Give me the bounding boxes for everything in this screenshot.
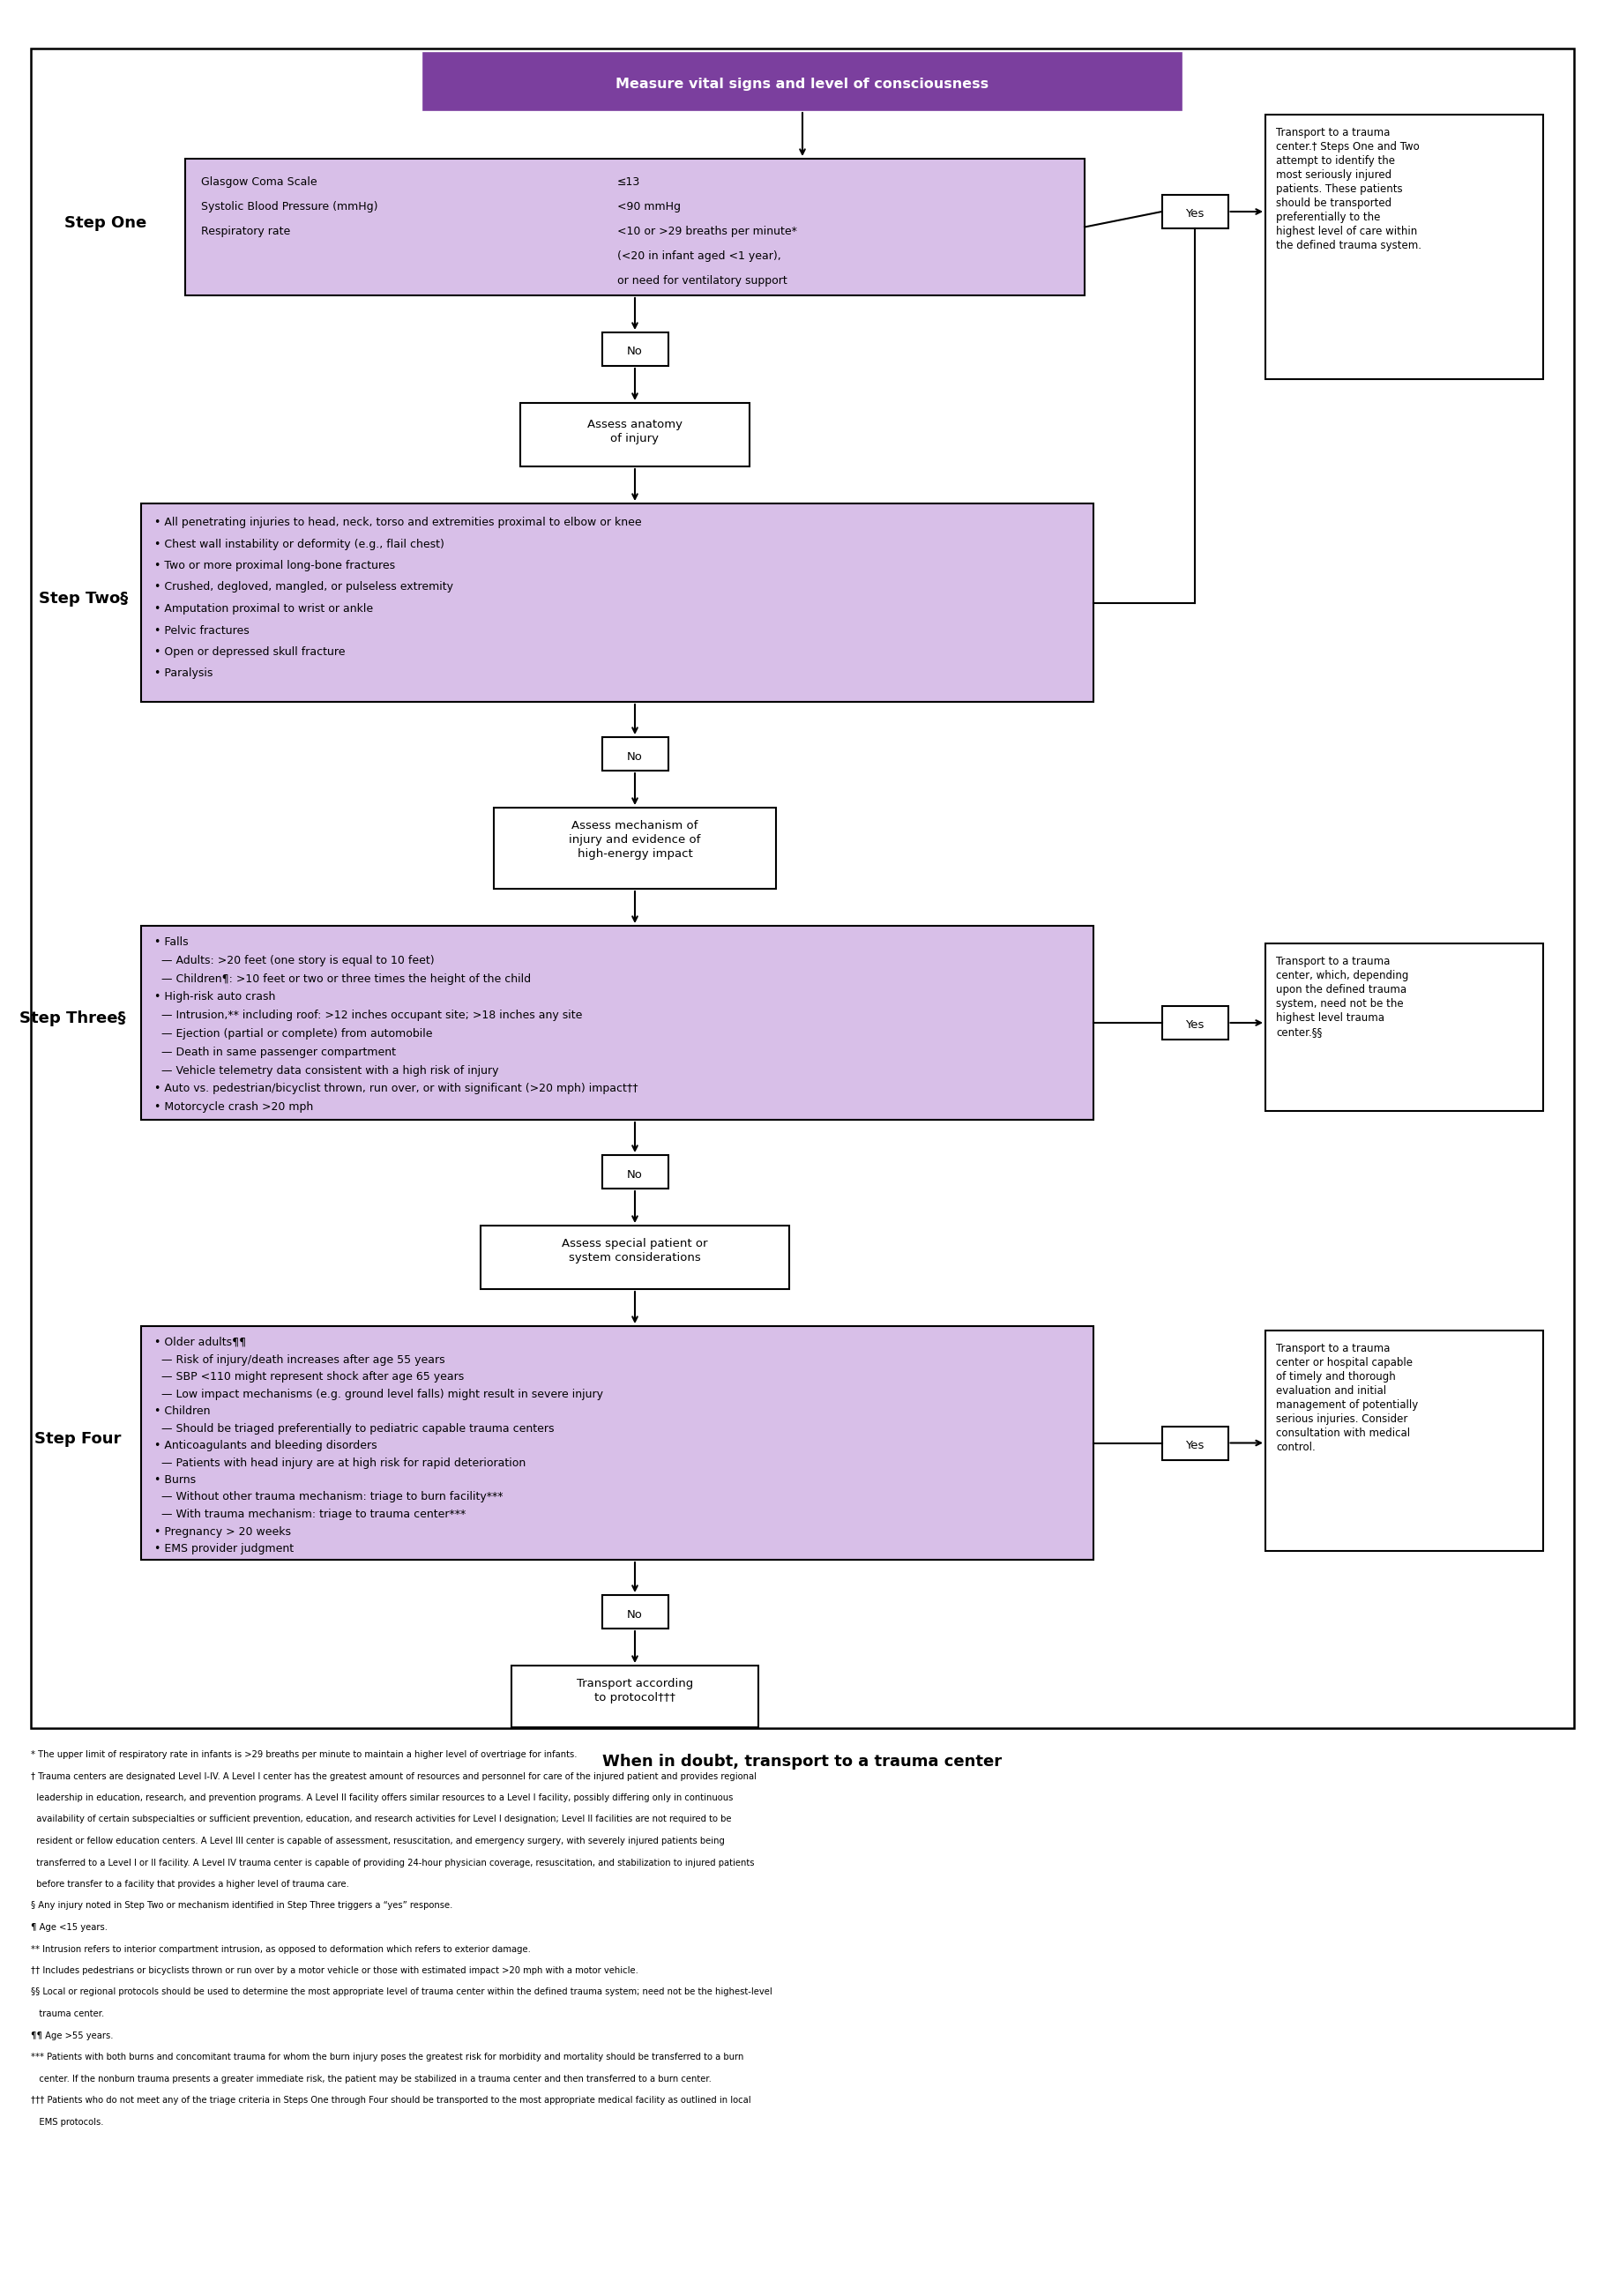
Text: before transfer to a facility that provides a higher level of trauma care.: before transfer to a facility that provi…	[30, 1880, 350, 1890]
Text: Step Three§: Step Three§	[19, 1010, 125, 1026]
Text: ††† Patients who do not meet any of the triage criteria in Steps One through Fou: ††† Patients who do not meet any of the …	[30, 2096, 751, 2105]
Text: No: No	[627, 751, 643, 762]
Text: No: No	[627, 1609, 643, 1621]
Text: Transport to a trauma
center or hospital capable
of timely and thorough
evaluati: Transport to a trauma center or hospital…	[1275, 1343, 1418, 1453]
Text: <10 or >29 breaths per minute*: <10 or >29 breaths per minute*	[618, 225, 797, 236]
Text: Assess mechanism of
injury and evidence of
high-energy impact: Assess mechanism of injury and evidence …	[569, 820, 701, 859]
Bar	[602, 333, 667, 365]
Text: • Older adults¶¶: • Older adults¶¶	[154, 1336, 245, 1348]
Text: availability of certain subspecialties or sufficient prevention, education, and : availability of certain subspecialties o…	[30, 1816, 731, 1823]
Text: Yes: Yes	[1185, 1019, 1205, 1031]
Bar	[1266, 115, 1543, 379]
Text: Systolic Blood Pressure (mmHg): Systolic Blood Pressure (mmHg)	[200, 202, 379, 214]
Text: — Risk of injury/death increases after age 55 years: — Risk of injury/death increases after a…	[154, 1355, 444, 1366]
Text: When in doubt, transport to a trauma center: When in doubt, transport to a trauma cen…	[602, 1754, 1002, 1770]
Text: Transport to a trauma
center, which, depending
upon the defined trauma
system, n: Transport to a trauma center, which, dep…	[1275, 955, 1408, 1038]
Text: — Vehicle telemetry data consistent with a high risk of injury: — Vehicle telemetry data consistent with…	[154, 1065, 499, 1077]
Bar	[141, 1327, 1094, 1559]
Bar	[602, 737, 667, 771]
Text: — Intrusion,** including roof: >12 inches occupant site; >18 inches any site: — Intrusion,** including roof: >12 inche…	[154, 1010, 582, 1022]
Text: Step Two§: Step Two§	[38, 590, 128, 606]
Text: No: No	[627, 347, 643, 358]
Text: Transport to a trauma
center.† Steps One and Two
attempt to identify the
most se: Transport to a trauma center.† Steps One…	[1275, 126, 1421, 250]
Text: ¶¶ Age >55 years.: ¶¶ Age >55 years.	[30, 2032, 114, 2039]
Text: No: No	[627, 1169, 643, 1180]
Text: • Anticoagulants and bleeding disorders: • Anticoagulants and bleeding disorders	[154, 1440, 377, 1451]
Text: • Pregnancy > 20 weeks: • Pregnancy > 20 weeks	[154, 1527, 290, 1538]
Text: • Paralysis: • Paralysis	[154, 668, 213, 680]
Text: §§ Local or regional protocols should be used to determine the most appropriate : §§ Local or regional protocols should be…	[30, 1988, 772, 1998]
Text: center. If the nonburn trauma presents a greater immediate risk, the patient may: center. If the nonburn trauma presents a…	[30, 2073, 712, 2082]
Bar	[30, 48, 1574, 1729]
Text: ≤13: ≤13	[618, 177, 640, 188]
Bar	[481, 1226, 789, 1288]
Text: § Any injury noted in Step Two or mechanism identified in Step Three triggers a : § Any injury noted in Step Two or mechan…	[30, 1901, 452, 1910]
Bar	[520, 402, 749, 466]
Text: — Patients with head injury are at high risk for rapid deterioration: — Patients with head injury are at high …	[154, 1458, 526, 1469]
Text: (<20 in infant aged <1 year),: (<20 in infant aged <1 year),	[618, 250, 781, 262]
Bar	[1161, 1006, 1229, 1040]
Text: Transport according
to protocol†††: Transport according to protocol†††	[576, 1678, 693, 1704]
Bar	[1161, 1426, 1229, 1460]
Text: Assess special patient or
system considerations: Assess special patient or system conside…	[561, 1238, 707, 1263]
Bar	[1266, 944, 1543, 1111]
Text: • Falls: • Falls	[154, 937, 188, 948]
Text: ** Intrusion refers to interior compartment intrusion, as opposed to deformation: ** Intrusion refers to interior compartm…	[30, 1945, 531, 1954]
Text: • Chest wall instability or deformity (e.g., flail chest): • Chest wall instability or deformity (e…	[154, 537, 444, 549]
Bar	[602, 1155, 667, 1189]
Text: — SBP <110 might represent shock after age 65 years: — SBP <110 might represent shock after a…	[154, 1371, 464, 1382]
Bar	[1161, 195, 1229, 227]
Text: EMS protocols.: EMS protocols.	[30, 2117, 104, 2126]
Text: Step One: Step One	[64, 216, 148, 230]
Text: — Children¶: >10 feet or two or three times the height of the child: — Children¶: >10 feet or two or three ti…	[154, 974, 531, 985]
Text: Measure vital signs and level of consciousness: Measure vital signs and level of conscio…	[616, 78, 990, 92]
Text: *** Patients with both burns and concomitant trauma for whom the burn injury pos: *** Patients with both burns and concomi…	[30, 2053, 744, 2062]
Text: or need for ventilatory support: or need for ventilatory support	[618, 276, 788, 287]
Text: • EMS provider judgment: • EMS provider judgment	[154, 1543, 294, 1554]
Text: — Adults: >20 feet (one story is equal to 10 feet): — Adults: >20 feet (one story is equal t…	[154, 955, 435, 967]
Text: • All penetrating injuries to head, neck, torso and extremities proximal to elbo: • All penetrating injuries to head, neck…	[154, 517, 642, 528]
Bar	[141, 503, 1094, 703]
Text: transferred to a Level I or II facility. A Level IV trauma center is capable of : transferred to a Level I or II facility.…	[30, 1857, 754, 1867]
Text: • Crushed, degloved, mangled, or pulseless extremity: • Crushed, degloved, mangled, or pulsele…	[154, 581, 454, 592]
Text: Respiratory rate: Respiratory rate	[200, 225, 290, 236]
Text: — Should be triaged preferentially to pediatric capable trauma centers: — Should be triaged preferentially to pe…	[154, 1424, 555, 1435]
Text: — Ejection (partial or complete) from automobile: — Ejection (partial or complete) from au…	[154, 1029, 433, 1040]
Text: • Two or more proximal long-bone fractures: • Two or more proximal long-bone fractur…	[154, 560, 395, 572]
Bar	[184, 158, 1084, 296]
Text: • Motorcycle crash >20 mph: • Motorcycle crash >20 mph	[154, 1102, 313, 1114]
Text: <90 mmHg: <90 mmHg	[618, 202, 680, 214]
Bar	[423, 53, 1182, 110]
Text: trauma center.: trauma center.	[30, 2009, 104, 2018]
Text: • Burns: • Burns	[154, 1474, 196, 1486]
Text: — With trauma mechanism: triage to trauma center***: — With trauma mechanism: triage to traum…	[154, 1508, 465, 1520]
Text: †† Includes pedestrians or bicyclists thrown or run over by a motor vehicle or t: †† Includes pedestrians or bicyclists th…	[30, 1965, 638, 1975]
Text: — Death in same passenger compartment: — Death in same passenger compartment	[154, 1047, 396, 1058]
Text: • Auto vs. pedestrian/bicyclist thrown, run over, or with significant (>20 mph) : • Auto vs. pedestrian/bicyclist thrown, …	[154, 1084, 638, 1095]
Text: ¶ Age <15 years.: ¶ Age <15 years.	[30, 1924, 107, 1931]
Text: • High-risk auto crash: • High-risk auto crash	[154, 992, 276, 1003]
Text: Yes: Yes	[1185, 1440, 1205, 1451]
Bar	[141, 925, 1094, 1120]
Text: † Trauma centers are designated Level I-IV. A Level I center has the greatest am: † Trauma centers are designated Level I-…	[30, 1773, 757, 1782]
Bar	[512, 1665, 759, 1727]
Bar	[602, 1596, 667, 1628]
Text: Glasgow Coma Scale: Glasgow Coma Scale	[200, 177, 318, 188]
Text: Yes: Yes	[1185, 209, 1205, 220]
Text: • Children: • Children	[154, 1405, 210, 1417]
Text: Assess anatomy
of injury: Assess anatomy of injury	[587, 418, 683, 445]
Text: • Pelvic fractures: • Pelvic fractures	[154, 625, 249, 636]
Text: — Without other trauma mechanism: triage to burn facility***: — Without other trauma mechanism: triage…	[154, 1492, 504, 1504]
Bar	[494, 808, 776, 889]
Bar	[1266, 1329, 1543, 1550]
Text: • Amputation proximal to wrist or ankle: • Amputation proximal to wrist or ankle	[154, 604, 374, 615]
Text: * The upper limit of respiratory rate in infants is >29 breaths per minute to ma: * The upper limit of respiratory rate in…	[30, 1750, 577, 1759]
Text: resident or fellow education centers. A Level III center is capable of assessmen: resident or fellow education centers. A …	[30, 1837, 725, 1846]
Text: • Open or depressed skull fracture: • Open or depressed skull fracture	[154, 645, 345, 657]
Text: Step Four: Step Four	[34, 1430, 120, 1446]
Text: leadership in education, research, and prevention programs. A Level II facility : leadership in education, research, and p…	[30, 1793, 733, 1802]
Text: — Low impact mechanisms (e.g. ground level falls) might result in severe injury: — Low impact mechanisms (e.g. ground lev…	[154, 1389, 603, 1401]
